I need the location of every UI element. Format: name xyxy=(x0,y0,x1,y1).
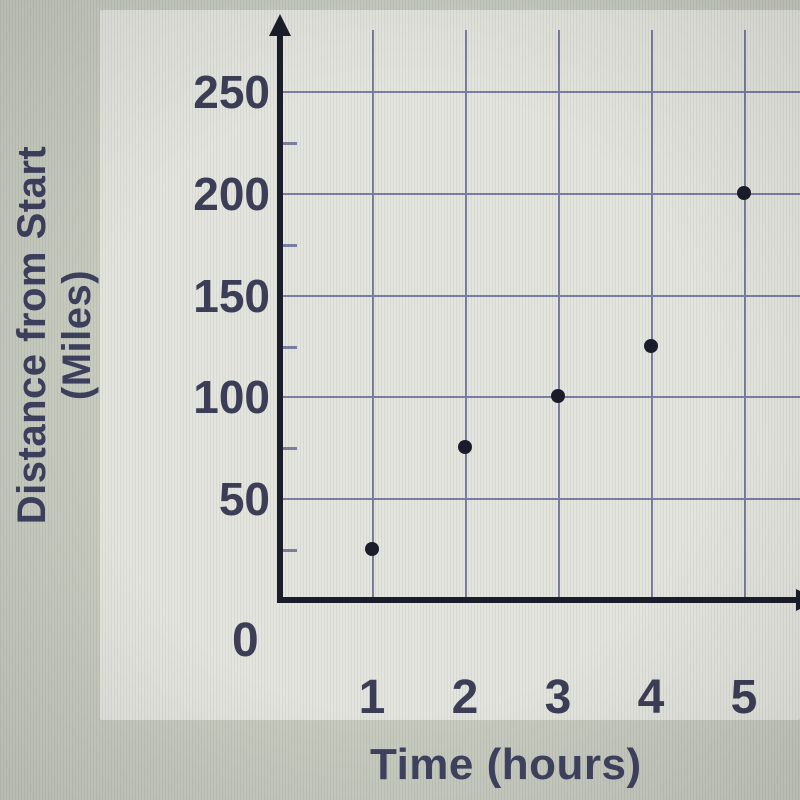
y-axis-label-line2: (Miles) xyxy=(55,125,100,545)
gridline-h xyxy=(280,498,800,500)
ytick-label: 100 xyxy=(170,370,270,424)
gridline-h xyxy=(280,193,800,195)
gridline-v xyxy=(558,30,560,600)
gridline-v xyxy=(651,30,653,600)
ytick-label: 50 xyxy=(170,472,270,526)
gridline-h xyxy=(280,396,800,398)
gridline-v xyxy=(372,30,374,600)
xtick-label: 4 xyxy=(631,670,671,725)
ytick-label: 250 xyxy=(170,65,270,119)
data-point xyxy=(644,339,658,353)
ytick-label: 200 xyxy=(170,167,270,221)
gridline-h xyxy=(280,295,800,297)
ytick-label: 150 xyxy=(170,269,270,323)
x-axis-arrow xyxy=(796,589,800,611)
gridline-v xyxy=(744,30,746,600)
x-axis xyxy=(277,597,800,603)
gridline-v xyxy=(465,30,467,600)
y-axis-arrow xyxy=(269,14,291,36)
xtick-label: 2 xyxy=(445,670,485,725)
xtick-label: 3 xyxy=(538,670,578,725)
y-axis xyxy=(277,30,283,603)
origin-label: 0 xyxy=(232,613,259,668)
xtick-label: 5 xyxy=(724,670,764,725)
data-point xyxy=(551,389,565,403)
data-point xyxy=(737,186,751,200)
data-point xyxy=(365,542,379,556)
xtick-label: 1 xyxy=(352,670,392,725)
y-axis-label: Distance from Start (Miles) xyxy=(10,125,100,545)
x-axis-label: Time (hours) xyxy=(370,740,642,790)
data-point xyxy=(458,440,472,454)
gridline-h xyxy=(280,91,800,93)
y-axis-label-line1: Distance from Start xyxy=(10,125,55,545)
plot-area xyxy=(280,30,800,600)
